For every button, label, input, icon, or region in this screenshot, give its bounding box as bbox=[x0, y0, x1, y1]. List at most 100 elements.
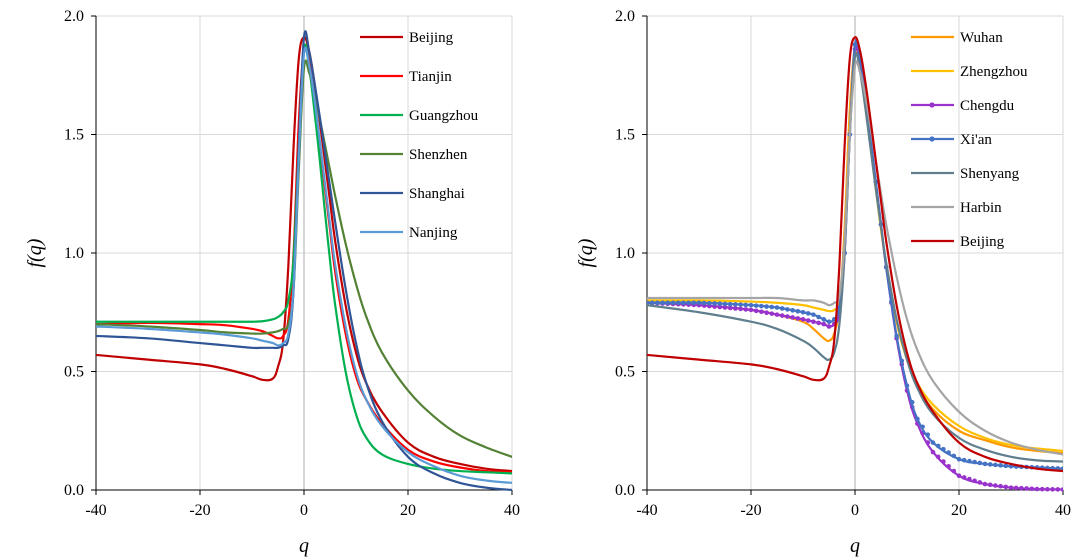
series-point bbox=[701, 300, 707, 306]
series-point bbox=[670, 300, 676, 306]
series-point bbox=[800, 309, 806, 315]
series-point bbox=[681, 300, 686, 306]
series-point bbox=[816, 314, 821, 320]
series-point bbox=[717, 301, 723, 307]
x-tick-label: -40 bbox=[636, 502, 657, 519]
series-point bbox=[1024, 486, 1029, 491]
legend-label: Nanjing bbox=[409, 225, 458, 241]
series-point bbox=[655, 300, 660, 306]
series-point bbox=[826, 324, 832, 329]
series-point bbox=[774, 312, 780, 317]
series-point bbox=[675, 300, 681, 306]
series-point bbox=[972, 478, 977, 484]
y-axis-title: f(q) bbox=[575, 238, 597, 267]
series-point bbox=[956, 456, 962, 462]
plot-area bbox=[647, 36, 1063, 492]
legend-label: Xi'an bbox=[960, 132, 992, 148]
series-point bbox=[1003, 463, 1009, 469]
series-point bbox=[1034, 486, 1040, 492]
series-point bbox=[1029, 486, 1035, 492]
series-point bbox=[961, 475, 967, 480]
x-tick-label: 0 bbox=[851, 502, 859, 519]
legend-label: Chengdu bbox=[960, 98, 1015, 114]
legend-label: Shanghai bbox=[409, 186, 465, 202]
x-tick-label: 20 bbox=[951, 502, 967, 519]
series-point bbox=[987, 462, 993, 467]
series-point bbox=[712, 301, 717, 306]
series-point bbox=[748, 307, 754, 313]
x-axis-title: q bbox=[850, 535, 860, 557]
legend-label: Wuhan bbox=[960, 30, 1003, 46]
x-tick-label: -40 bbox=[85, 502, 106, 519]
x-tick-label: 40 bbox=[504, 502, 520, 519]
y-tick-label: 2.0 bbox=[615, 8, 635, 25]
series-point bbox=[649, 300, 655, 306]
series-point bbox=[743, 302, 749, 308]
series-point bbox=[811, 312, 816, 317]
series-point bbox=[795, 309, 801, 314]
series-point bbox=[805, 318, 811, 323]
legend-label: Shenzhen bbox=[409, 147, 468, 163]
series-point bbox=[993, 483, 998, 488]
series-point bbox=[811, 319, 816, 325]
y-tick-label: 1.5 bbox=[615, 127, 635, 144]
legend-label: Beijing bbox=[409, 30, 454, 46]
series-point bbox=[1050, 487, 1055, 492]
x-axis-title: q bbox=[299, 535, 309, 557]
legend-label: Zhengzhou bbox=[960, 64, 1028, 80]
y-tick-label: 0.5 bbox=[64, 364, 84, 381]
series-point bbox=[930, 449, 936, 455]
series-point bbox=[1003, 484, 1009, 490]
series-point bbox=[764, 304, 769, 309]
legend-marker bbox=[929, 102, 935, 108]
x-tick-label: 20 bbox=[400, 502, 416, 519]
series-point bbox=[935, 443, 941, 449]
series-point bbox=[647, 300, 650, 306]
series-point bbox=[753, 308, 759, 314]
series-point bbox=[946, 450, 951, 455]
series-point bbox=[909, 400, 915, 405]
y-tick-label: 0.0 bbox=[64, 482, 84, 499]
series-point bbox=[894, 333, 899, 339]
y-tick-label: 2.0 bbox=[64, 8, 84, 25]
series-line-beijing bbox=[647, 36, 1063, 473]
series-point bbox=[821, 321, 827, 327]
series-point bbox=[785, 314, 790, 319]
series-point bbox=[946, 464, 951, 469]
series-point bbox=[1013, 485, 1019, 491]
series-point bbox=[935, 454, 941, 460]
legend-label: Beijing bbox=[960, 234, 1005, 250]
series-line-harbin bbox=[647, 60, 1063, 456]
series-point bbox=[904, 383, 910, 389]
series-point bbox=[722, 305, 728, 310]
series-point bbox=[738, 302, 743, 307]
series-point bbox=[977, 460, 983, 466]
series-point bbox=[785, 307, 790, 312]
series-point bbox=[1060, 487, 1063, 492]
series-point bbox=[998, 463, 1003, 468]
series-point bbox=[1055, 487, 1061, 492]
series-point bbox=[915, 416, 920, 422]
series-point bbox=[899, 358, 905, 364]
series-point bbox=[967, 476, 972, 482]
x-tick-label: 40 bbox=[1055, 502, 1071, 519]
series-point bbox=[993, 462, 998, 468]
series-point bbox=[722, 301, 728, 307]
series-point bbox=[956, 473, 962, 479]
series-line-nanjing bbox=[96, 46, 512, 484]
y-tick-label: 1.0 bbox=[615, 245, 635, 262]
series-point bbox=[707, 300, 712, 306]
series-point bbox=[753, 303, 759, 308]
y-tick-label: 1.5 bbox=[64, 127, 84, 144]
legend-label: Guangzhou bbox=[409, 108, 479, 124]
series-point bbox=[1039, 486, 1045, 492]
y-tick-label: 0.5 bbox=[615, 364, 635, 381]
legend-label: Harbin bbox=[960, 200, 1002, 216]
series-point bbox=[738, 306, 743, 312]
series-point bbox=[852, 42, 858, 47]
series-point bbox=[816, 320, 821, 326]
series-point bbox=[925, 432, 931, 438]
series-point bbox=[941, 459, 946, 464]
series-point bbox=[826, 319, 832, 325]
